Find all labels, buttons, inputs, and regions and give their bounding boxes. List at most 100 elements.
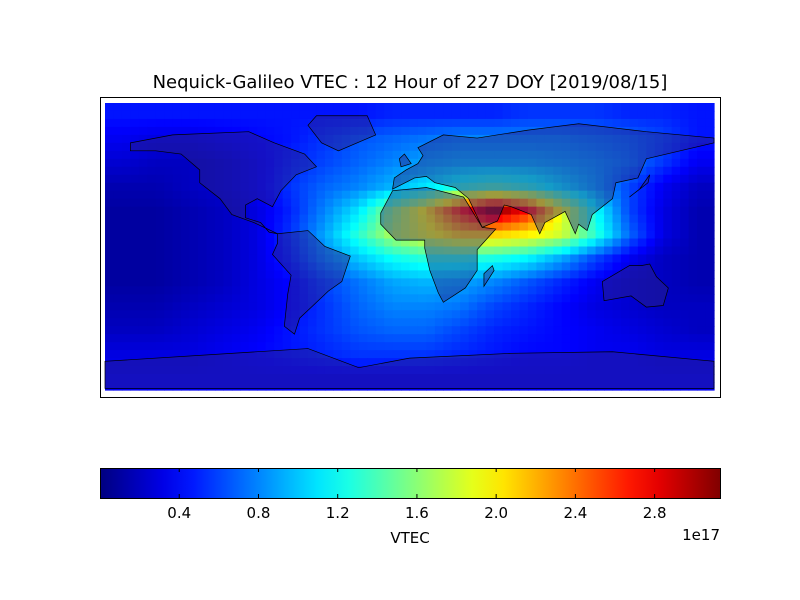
heatmap-cell xyxy=(629,118,639,128)
heatmap-cell xyxy=(350,366,360,375)
heatmap-cell xyxy=(502,318,512,327)
heatmap-cell xyxy=(477,118,487,128)
heatmap-cell xyxy=(181,334,191,343)
heatmap-cell xyxy=(206,222,216,232)
heatmap-cell xyxy=(477,103,487,112)
heatmap-cell xyxy=(646,382,656,391)
heatmap-cell xyxy=(519,278,529,287)
heatmap-cell xyxy=(358,374,368,383)
heatmap-cell xyxy=(553,334,563,343)
heatmap-cell xyxy=(485,254,495,264)
heatmap-cell xyxy=(155,110,165,120)
heatmap-cell xyxy=(663,238,673,248)
heatmap-cell xyxy=(198,262,208,272)
heatmap-cell xyxy=(214,214,225,224)
heatmap-cell xyxy=(121,222,131,232)
heatmap-cell xyxy=(697,214,707,224)
heatmap-cell xyxy=(671,118,681,128)
heatmap-cell xyxy=(527,166,537,176)
heatmap-cell xyxy=(138,198,148,208)
heatmap-cell xyxy=(257,294,267,303)
heatmap-cell xyxy=(384,134,394,144)
heatmap-cell xyxy=(612,206,622,216)
heatmap-cell xyxy=(189,174,199,184)
heatmap-cell xyxy=(511,318,521,327)
heatmap-cell xyxy=(392,166,402,176)
heatmap-cell xyxy=(384,126,394,136)
heatmap-cell xyxy=(536,342,546,351)
heatmap-cell xyxy=(671,142,681,152)
heatmap-cell xyxy=(451,126,461,136)
heatmap-cell xyxy=(130,182,140,192)
heatmap-cell xyxy=(375,214,385,224)
heatmap-cell xyxy=(417,334,428,343)
heatmap-cell xyxy=(604,318,614,327)
heatmap-cell xyxy=(434,174,444,184)
heatmap-cell xyxy=(637,158,647,168)
heatmap-cell xyxy=(341,310,351,319)
heatmap-cell xyxy=(519,382,529,391)
heatmap-cell xyxy=(578,230,588,240)
heatmap-cell xyxy=(214,174,225,184)
heatmap-cell xyxy=(147,334,157,343)
heatmap-cell xyxy=(654,254,664,264)
heatmap-cell xyxy=(502,270,512,279)
heatmap-cell xyxy=(527,190,537,200)
heatmap-cell xyxy=(544,206,554,216)
heatmap-cell xyxy=(316,230,326,240)
heatmap-cell xyxy=(189,166,199,176)
heatmap-cell xyxy=(705,366,715,375)
heatmap-cell xyxy=(502,246,512,256)
heatmap-cell xyxy=(460,382,470,391)
heatmap-cell xyxy=(299,382,309,391)
heatmap-cell xyxy=(223,310,233,319)
heatmap-cell xyxy=(358,262,368,272)
heatmap-cell xyxy=(324,142,334,152)
heatmap-cell xyxy=(282,350,292,359)
heatmap-cell xyxy=(570,318,580,327)
heatmap-cell xyxy=(375,103,385,112)
heatmap-cell xyxy=(663,358,673,367)
heatmap-cell xyxy=(494,134,504,144)
heatmap-cell xyxy=(671,262,681,272)
heatmap-cell xyxy=(206,358,216,367)
heatmap-cell xyxy=(147,222,157,232)
heatmap-cell xyxy=(138,262,148,272)
heatmap-cell xyxy=(248,238,258,248)
heatmap-cell xyxy=(620,334,631,343)
heatmap-cell xyxy=(214,110,225,120)
heatmap-cell xyxy=(240,238,250,248)
heatmap-cell xyxy=(595,326,605,335)
heatmap-cell xyxy=(426,310,436,319)
heatmap-cell xyxy=(595,206,605,216)
heatmap-cell xyxy=(274,286,284,295)
heatmap-cell xyxy=(485,126,495,136)
heatmap-cell xyxy=(519,190,529,200)
heatmap-cell xyxy=(308,166,318,176)
heatmap-cell xyxy=(316,158,326,168)
heatmap-cell xyxy=(502,238,512,248)
heatmap-cell xyxy=(172,382,182,391)
heatmap-cell xyxy=(240,326,250,335)
heatmap-cell xyxy=(172,374,182,383)
heatmap-cell xyxy=(671,238,681,248)
heatmap-cell xyxy=(417,382,428,391)
heatmap-cell xyxy=(409,222,419,232)
heatmap-cell xyxy=(138,358,148,367)
heatmap-cell xyxy=(654,134,664,144)
heatmap-cell xyxy=(443,342,453,351)
heatmap-cell xyxy=(164,158,174,168)
heatmap-cell xyxy=(553,126,563,136)
heatmap-cell xyxy=(333,158,343,168)
heatmap-cell xyxy=(553,238,563,248)
heatmap-cell xyxy=(561,103,571,112)
heatmap-cell xyxy=(494,302,504,311)
heatmap-cell xyxy=(375,142,385,152)
heatmap-cell xyxy=(341,278,351,287)
heatmap-cell xyxy=(164,366,174,375)
heatmap-cell xyxy=(189,342,199,351)
heatmap-cell xyxy=(409,254,419,264)
heatmap-cell xyxy=(257,326,267,335)
heatmap-cell xyxy=(299,310,309,319)
heatmap-cell xyxy=(460,334,470,343)
